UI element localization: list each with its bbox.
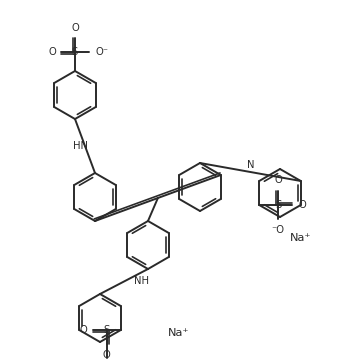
Text: O: O — [274, 175, 282, 185]
Text: O⁻: O⁻ — [96, 47, 109, 57]
Text: O: O — [79, 325, 87, 335]
Text: NH: NH — [134, 276, 149, 287]
Text: N: N — [247, 160, 254, 170]
Text: O: O — [298, 200, 306, 210]
Text: O: O — [71, 23, 79, 33]
Text: Na⁺: Na⁺ — [168, 328, 189, 338]
Text: O: O — [103, 350, 111, 360]
Text: Na⁺: Na⁺ — [290, 233, 311, 243]
Text: S: S — [72, 47, 78, 57]
Text: HN: HN — [73, 141, 88, 151]
Text: S: S — [275, 200, 282, 210]
Text: S: S — [104, 325, 110, 335]
Text: O: O — [48, 47, 56, 57]
Text: ⁻O: ⁻O — [272, 225, 285, 235]
